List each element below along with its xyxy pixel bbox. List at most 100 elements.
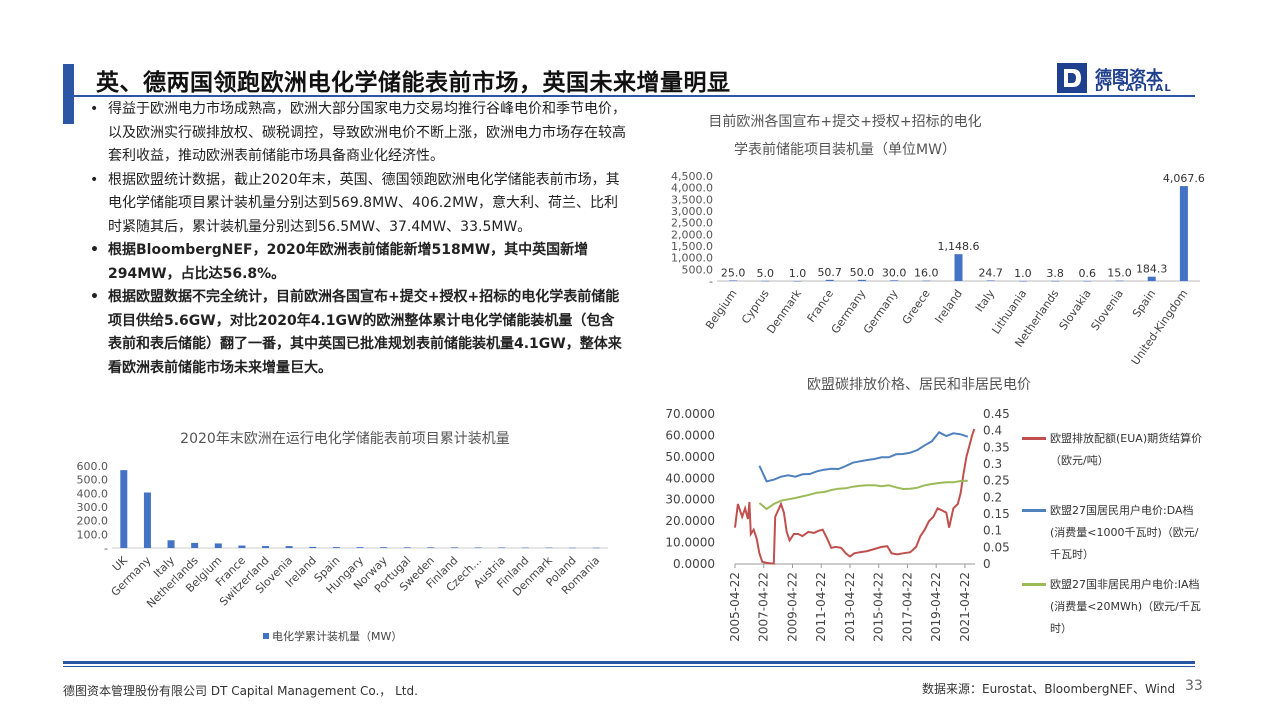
- y-left-tick-label: 0.0000: [673, 557, 715, 571]
- bar: [569, 547, 577, 549]
- bar: [191, 542, 199, 548]
- legend-label: 欧盟27国非居民用户电价:IA档(消费量<20MWh)（欧元/千瓦时）: [1050, 578, 1201, 635]
- x-tick-label: Cyprus: [739, 287, 772, 326]
- bar: [857, 279, 866, 281]
- y-tick-label: 1,500.0: [671, 240, 713, 253]
- data-label: 24.7: [978, 266, 1003, 279]
- footer-source: 数据来源：Eurostat、BloombergNEF、Wind: [922, 682, 1176, 696]
- data-label: 15.0: [1107, 267, 1132, 280]
- x-tick-label: 2009-04-22: [785, 572, 799, 642]
- bar: [285, 546, 293, 548]
- bullet-item: 根据欧盟数据不完全统计，目前欧洲各国宣布+提交+授权+招标的电化学表前储能项目供…: [88, 286, 628, 380]
- x-tick-label: Greece: [900, 287, 933, 327]
- y-left-tick-label: 60.0000: [665, 428, 715, 442]
- y-right-tick-label: 0.25: [983, 474, 1010, 488]
- y-tick-label: 2,500.0: [671, 217, 713, 230]
- x-tick-label: 2013-04-22: [843, 572, 857, 642]
- y-right-tick-label: 0.3: [983, 457, 1002, 471]
- bar: [954, 254, 963, 281]
- y-right-tick-label: 0.2: [983, 490, 1002, 504]
- y-tick-label: 4,500.0: [671, 170, 713, 183]
- y-left-tick-label: 50.0000: [665, 450, 715, 464]
- x-tick-label: Slovenia: [1088, 287, 1126, 333]
- bar: [380, 547, 388, 548]
- legend-item: 欧盟27国居民用户电价:DA档(消费量<1000千瓦时)（欧元/千瓦时）: [1022, 500, 1207, 566]
- bar: [427, 547, 435, 548]
- bar: [403, 547, 411, 548]
- x-tick-label: 2011-04-22: [814, 572, 828, 642]
- x-tick-label: 2015-04-22: [872, 572, 886, 642]
- y-right-tick-label: 0: [983, 557, 991, 571]
- bar: [592, 547, 600, 549]
- y-tick-label: -: [104, 542, 108, 555]
- bullet-item: 根据BloombergNEF，2020年欧洲表前储能新增518MW，其中英国新增…: [88, 239, 628, 286]
- x-tick-label: 2007-04-22: [757, 572, 771, 642]
- x-tick-label: Belgium: [703, 287, 740, 331]
- chart-operating-capacity: -100.0200.0300.0400.0500.0600.0UKGermany…: [77, 460, 608, 643]
- bar: [521, 547, 529, 549]
- data-label: 184.3: [1136, 263, 1168, 276]
- title-accent-bar: [63, 64, 74, 124]
- y-tick-label: 3,500.0: [671, 193, 713, 206]
- bar: [1115, 280, 1124, 282]
- x-tick-label: Spain: [1130, 287, 1158, 320]
- y-right-tick-label: 0.05: [983, 540, 1010, 554]
- chart-title-operating: 2020年末欧洲在运行电化学储能表前项目累计装机量: [180, 431, 510, 447]
- legend-swatch: [1022, 509, 1046, 512]
- bar: [120, 470, 128, 548]
- legend-label: 欧盟排放配额(EUA)期货结算价（欧元/吨）: [1050, 432, 1203, 467]
- logo-name-cn: 德图资本: [1095, 68, 1163, 88]
- series-line: [758, 431, 969, 483]
- x-tick-label: Ireland: [932, 287, 964, 326]
- y-tick-label: -: [709, 275, 713, 288]
- bar: [890, 280, 899, 281]
- bar: [1147, 276, 1156, 281]
- bullet-item: 根据欧盟统计数据，截止2020年末，英国、德国领跑欧洲电化学储能表前市场，其电化…: [88, 169, 628, 240]
- y-tick-label: 2,000.0: [671, 228, 713, 241]
- data-label: 50.0: [850, 266, 875, 279]
- data-label: 30.0: [882, 266, 907, 279]
- y-right-tick-label: 0.35: [983, 440, 1010, 454]
- data-label: 3.8: [1046, 267, 1064, 280]
- y-tick-label: 400.0: [77, 487, 109, 500]
- data-label: 4,067.6: [1163, 172, 1205, 185]
- data-label: 50.7: [817, 266, 842, 279]
- y-left-tick-label: 70.0000: [665, 407, 715, 421]
- y-right-tick-label: 0.1: [983, 524, 1002, 538]
- x-tick-label: 2021-04-22: [958, 572, 972, 642]
- x-tick-label: France: [805, 287, 837, 325]
- bar: [238, 545, 246, 548]
- y-right-tick-label: 0.45: [983, 407, 1010, 421]
- x-tick-label: 2019-04-22: [929, 572, 943, 642]
- bar: [986, 280, 995, 281]
- company-logo: 德图资本 DT CAPITAL: [1057, 63, 1187, 97]
- bar: [1083, 280, 1092, 282]
- legend-item: 欧盟27国非居民用户电价:IA档(消费量<20MWh)（欧元/千瓦时）: [1022, 574, 1207, 640]
- y-tick-label: 600.0: [77, 460, 109, 473]
- y-tick-label: 1,000.0: [671, 252, 713, 265]
- y-tick-label: 4,000.0: [671, 182, 713, 195]
- bar: [1051, 280, 1060, 282]
- bar: [1018, 280, 1027, 282]
- x-tick-label: Italy: [973, 287, 998, 314]
- bar: [214, 543, 222, 548]
- bar: [825, 279, 834, 281]
- legend-swatch: [1022, 583, 1046, 586]
- bar: [309, 546, 317, 548]
- y-left-tick-label: 30.0000: [665, 493, 715, 507]
- legend-label: 电化学累计装机量（MW）: [272, 629, 402, 643]
- bar: [793, 280, 802, 282]
- bar: [262, 546, 270, 548]
- bullet-list: 得益于欧洲电力市场成熟高，欧洲大部分国家电力交易均推行谷峰电价和季节电价，以及欧…: [88, 98, 628, 380]
- y-tick-label: 200.0: [77, 515, 109, 528]
- footer-divider: [63, 661, 1195, 664]
- data-label: 16.0: [914, 267, 939, 280]
- y-tick-label: 3,000.0: [671, 205, 713, 218]
- legend-label: 欧盟27国居民用户电价:DA档(消费量<1000千瓦时)（欧元/千瓦时）: [1050, 504, 1199, 561]
- y-tick-label: 100.0: [77, 528, 109, 541]
- page-title: 英、德两国领跑欧洲电化学储能表前市场，英国未来增量明显: [96, 70, 731, 96]
- bar: [450, 547, 458, 548]
- bar: [167, 540, 175, 548]
- x-tick-label: 2017-04-22: [900, 572, 914, 642]
- y-tick-label: 500.0: [77, 474, 109, 487]
